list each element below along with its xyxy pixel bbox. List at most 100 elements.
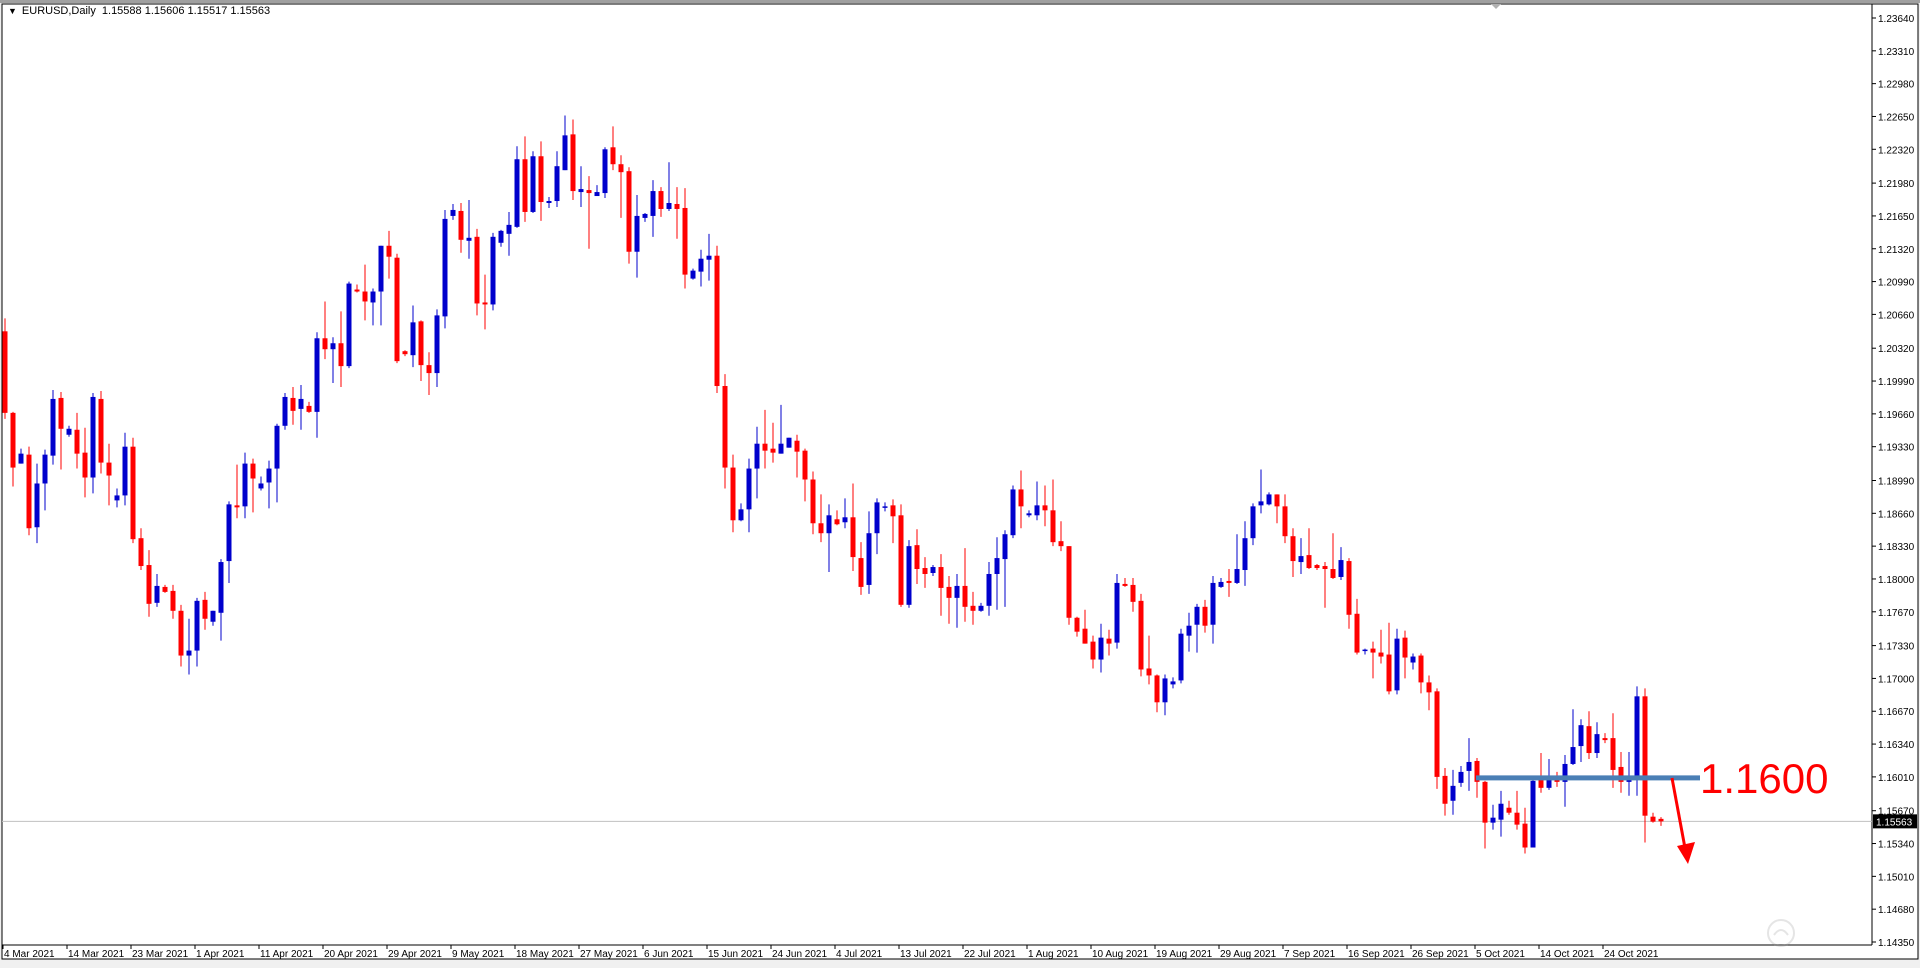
bear-candle	[1538, 753, 1544, 793]
candle-body	[834, 519, 840, 525]
bull-candle	[442, 209, 448, 329]
price-tick-label: 1.22320	[1878, 145, 1915, 156]
watermark-logo	[1767, 919, 1795, 947]
candle-body	[530, 156, 536, 212]
candle-body	[786, 437, 792, 448]
candle-body	[546, 201, 552, 203]
bull-candle	[706, 233, 712, 281]
price-tick-label: 1.18000	[1878, 575, 1915, 586]
bear-candle	[178, 604, 184, 667]
candle-body	[858, 558, 864, 587]
bear-candle	[386, 230, 392, 279]
candle-body	[1098, 637, 1104, 660]
bull-candle	[18, 448, 24, 464]
candle-body	[1450, 785, 1456, 801]
bull-candle	[498, 229, 504, 247]
candle-body	[1474, 760, 1480, 782]
bear-candle	[1658, 817, 1664, 826]
candle-body	[1306, 555, 1312, 569]
bull-candle	[1594, 722, 1600, 758]
dropdown-triangle-icon[interactable]: ▼	[8, 6, 17, 16]
price-tick-label: 1.15010	[1878, 872, 1915, 883]
bear-candle	[162, 584, 168, 593]
candle-body	[1170, 681, 1176, 685]
candle-body	[1290, 536, 1296, 562]
time-tick-label: 10 Aug 2021	[1092, 949, 1149, 960]
bear-candle	[1146, 635, 1152, 685]
support-level-line[interactable]	[1476, 775, 1700, 781]
bear-candle	[1122, 577, 1128, 587]
bear-candle	[626, 167, 632, 264]
candle-body	[354, 289, 360, 292]
bear-candle	[1130, 577, 1136, 612]
bear-candle	[98, 390, 104, 474]
bull-candle	[554, 151, 560, 207]
candle-body	[442, 218, 448, 317]
candle-body	[626, 171, 632, 252]
candle-body	[882, 506, 888, 508]
candle-body	[194, 600, 200, 651]
candle-body	[1018, 489, 1024, 507]
candle-body	[1298, 556, 1304, 563]
bear-candle	[2, 318, 8, 419]
candle-body	[1186, 625, 1192, 636]
candle-body	[1162, 678, 1168, 703]
candle-body	[906, 546, 912, 605]
ohlc-low: 1.15517	[187, 5, 228, 17]
bear-candle	[306, 401, 312, 413]
price-tick-label: 1.14350	[1878, 938, 1915, 949]
candle-body	[1514, 812, 1520, 825]
candle-body	[674, 203, 680, 209]
candle-body	[986, 573, 992, 606]
candle-body	[1042, 505, 1048, 511]
candle-body	[938, 567, 944, 588]
bear-candle	[1618, 752, 1624, 793]
bear-candle	[402, 350, 408, 357]
bull-candle	[50, 389, 56, 465]
candle-body	[1418, 655, 1424, 683]
candle-body	[970, 605, 976, 611]
bull-candle	[1194, 603, 1200, 653]
candle-body	[1210, 582, 1216, 625]
bull-candle	[746, 458, 752, 533]
bear-candle	[1066, 546, 1072, 625]
time-tick-label: 11 Apr 2021	[260, 949, 314, 960]
time-tick-label: 29 Aug 2021	[1220, 949, 1277, 960]
chart-canvas[interactable]	[1, 3, 1919, 960]
bull-candle	[282, 392, 288, 430]
bear-candle	[538, 141, 544, 221]
price-tick-label: 1.18330	[1878, 542, 1915, 553]
bear-candle	[10, 411, 16, 487]
time-tick-label: 18 May 2021	[516, 949, 574, 960]
bull-candle	[1242, 521, 1248, 586]
bull-candle	[90, 392, 96, 494]
price-tick-label: 1.18660	[1878, 509, 1915, 520]
price-tick-label: 1.19330	[1878, 443, 1915, 454]
candle-body	[1138, 600, 1144, 670]
bull-candle	[1218, 577, 1224, 588]
candle-body	[50, 398, 56, 456]
bull-candle	[1578, 719, 1584, 762]
candle-body	[82, 452, 88, 478]
price-tick-label: 1.15340	[1878, 840, 1915, 851]
window-top-border	[0, 0, 1920, 3]
bear-candle	[1154, 674, 1160, 713]
bull-candle	[42, 449, 48, 511]
bull-candle	[346, 281, 352, 369]
bear-candle	[338, 311, 344, 388]
candle-body	[1010, 489, 1016, 536]
bear-candle	[482, 274, 488, 330]
symbol-timeframe: EURUSD,Daily	[21, 5, 96, 17]
candle-body	[778, 443, 784, 454]
bear-candle	[586, 176, 592, 249]
candle-body	[1658, 818, 1664, 822]
candle-body	[426, 365, 432, 374]
current-price-label: 1.15563	[1873, 814, 1917, 829]
down-arrow-icon[interactable]	[1670, 777, 1695, 864]
candle-body	[1466, 761, 1472, 771]
candle-body	[162, 586, 168, 592]
bull-candle	[258, 476, 264, 491]
chart-shift-marker-icon[interactable]	[1491, 4, 1501, 9]
bull-candle	[1258, 469, 1264, 514]
